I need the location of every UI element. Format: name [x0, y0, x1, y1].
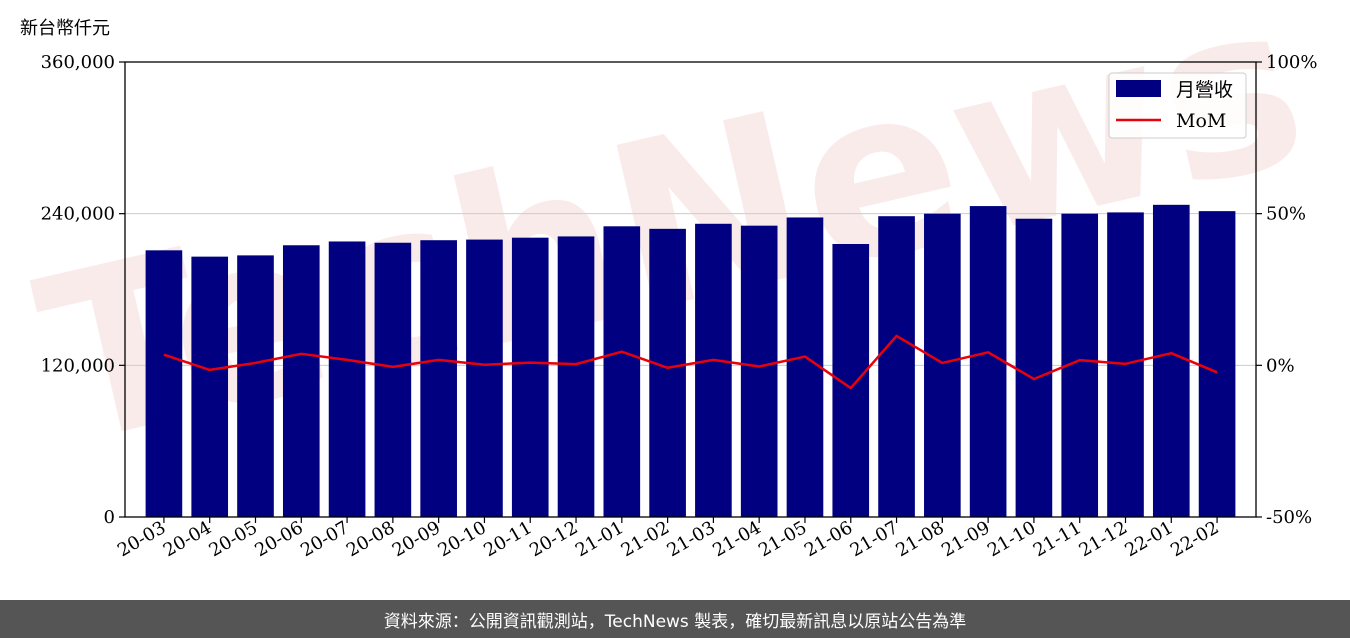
right-tick-label: 0% [1266, 355, 1295, 376]
x-tick-label: 20-11 [480, 517, 535, 561]
revenue-bar-20-07 [328, 241, 366, 517]
x-tick-label: 21-03 [663, 517, 718, 561]
revenue-bar-20-05 [237, 255, 274, 517]
x-tick-label: 22-02 [1167, 517, 1222, 561]
x-tick-label: 20-12 [526, 517, 581, 561]
revenue-bar-21-05 [786, 217, 824, 518]
revenue-bar-22-01 [1152, 204, 1190, 517]
legend: 月營收 MoM [1108, 72, 1247, 139]
revenue-bar-21-10 [1015, 218, 1053, 517]
x-tick-label: 20-06 [251, 517, 306, 561]
x-tick-label: 20-04 [160, 517, 215, 561]
x-tick-label: 21-07 [847, 517, 902, 561]
left-axis-unit-label: 新台幣仟元 [20, 18, 110, 39]
x-tick-label: 21-09 [938, 517, 993, 561]
right-tick-label: 50% [1266, 204, 1306, 225]
revenue-bar-21-07 [878, 216, 915, 517]
plot-frame [124, 61, 1257, 518]
revenue-bar-20-03 [145, 250, 183, 517]
revenue-bar-21-09 [969, 206, 1007, 518]
revenue-bar-20-06 [282, 245, 320, 517]
revenue-bar-20-04 [191, 256, 229, 517]
mom-series-line [163, 334, 1218, 390]
left-tick-label: 120,000 [41, 355, 115, 376]
revenue-bar-21-01 [603, 226, 641, 518]
x-tick-label: 21-12 [1076, 517, 1131, 561]
x-tick-label: 20-07 [297, 517, 352, 561]
revenue-bar-20-12 [557, 236, 595, 517]
x-tick-label: 21-08 [892, 517, 947, 561]
revenue-bars [145, 204, 1236, 518]
legend-bar-swatch [1116, 80, 1161, 97]
x-tick-label: 20-05 [206, 517, 261, 561]
x-tick-label: 22-01 [1121, 517, 1176, 561]
x-tick-label: 21-01 [572, 517, 627, 561]
revenue-bar-21-08 [924, 213, 961, 517]
revenue-bar-22-02 [1198, 211, 1236, 517]
revenue-bar-20-09 [420, 240, 457, 518]
revenue-bar-21-03 [695, 223, 732, 517]
x-tick-label: 21-11 [1030, 517, 1085, 561]
x-tick-label: 21-02 [618, 517, 673, 561]
x-tick-label: 21-10 [984, 517, 1039, 561]
left-tick-label: 360,000 [41, 52, 115, 73]
revenue-bar-20-08 [374, 242, 412, 517]
x-tick-label: 21-04 [709, 517, 764, 561]
source-footer: 資料來源：公開資訊觀測站，TechNews 製表，確切最新訊息以原站公告為準 [0, 600, 1350, 638]
x-tick-label: 20-03 [114, 517, 169, 561]
legend-label-revenue: 月營收 [1176, 79, 1233, 101]
x-tick-label: 21-05 [755, 517, 810, 561]
left-tick-label: 0 [104, 507, 115, 528]
x-tick-label: 20-09 [389, 517, 444, 561]
x-tick-label: 20-10 [435, 517, 490, 561]
right-tick-label: 100% [1266, 52, 1317, 73]
left-tick-label: 240,000 [41, 204, 115, 225]
revenue-bar-21-02 [649, 228, 686, 518]
right-tick-label: -50% [1266, 507, 1312, 528]
revenue-bar-20-11 [511, 237, 549, 518]
legend-label-mom: MoM [1176, 110, 1226, 132]
x-tick-label: 21-06 [801, 517, 856, 561]
revenue-bar-20-10 [466, 239, 503, 517]
x-tick-label: 20-08 [343, 517, 398, 561]
revenue-chart: TechNews 0120,000240,000360,000-50%0%50%… [19, 0, 1327, 561]
mom-line [163, 334, 1218, 390]
revenue-bar-21-04 [740, 225, 778, 517]
